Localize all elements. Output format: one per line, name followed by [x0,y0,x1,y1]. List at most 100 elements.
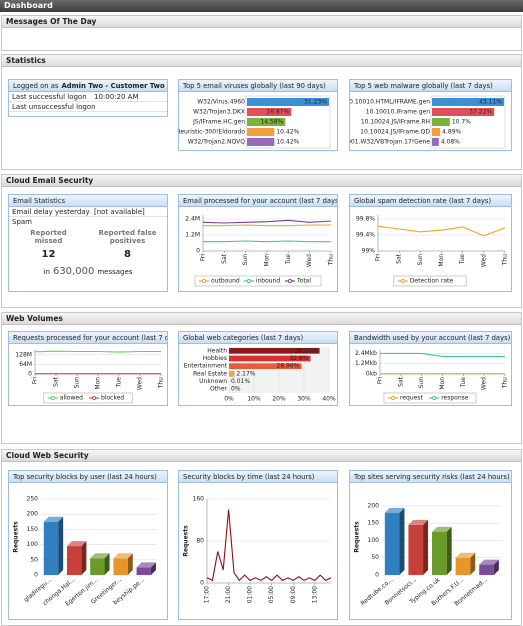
x-tick-label: Fri [32,377,39,384]
bar-label: 10.10010.HTML/IFRAME.gen [350,99,430,106]
y-tick-label: 0kb [366,371,377,378]
bar-side [150,562,156,575]
series-line [206,509,332,582]
chart: 0 64M 128M Fri Sat Sun Mon Tue Wed Thu allowed bloc… [15,350,165,404]
bar-side [81,541,87,575]
y-tick-label: 1.2Mkb [355,360,377,367]
value-label: 16.87% [266,109,289,116]
bar [432,531,447,575]
series-line [202,219,332,224]
bar-label: 10.10024.JS/IFrame.RH [361,119,430,126]
legend-label: Total [296,278,311,285]
series-line [377,225,506,237]
x-tick-label: 10% [247,396,261,403]
chart: 0 80 160 17:00 21:00 01:00 05:00 09:00 13:00 Requ… [183,496,332,603]
bar [229,348,320,354]
y-tick-label: 150 [368,520,380,527]
bar-label: 10.1001.W32/VBTrojan.17!Gene [350,139,430,146]
x-tick-label: 0% [224,396,234,403]
x-tick-label: Fri [375,254,382,261]
y-tick-label: 0 [375,572,379,579]
bar-label: Hobbies [203,355,227,362]
bar-label: W32/Virus.4960 [197,99,245,106]
section-title: Statistics [2,55,521,67]
row-label: Email delay yesterday [12,208,90,216]
spam-column: Reported false positives 8 [97,229,159,260]
y-tick-label: 200 [368,502,380,509]
chart: 050100150200250Requestsgladiregu...chong… [13,496,157,608]
legend-box [393,275,467,287]
spam-columns: Reported missed 12 Reported false positive… [9,229,167,260]
section-title: Cloud Email Security [2,175,521,187]
logon-user: Admin Two - Customer Two [61,82,165,90]
legend-label: outbound [211,278,240,285]
bar-label: W32/Trojan2.NQVQ [188,139,246,146]
chart: 0kb 1.2Mkb 2.4Mkb Fri Sat Sun Mon Tue Wed Thu requ… [355,350,509,404]
spam-label: Reported missed [30,229,67,245]
y-tick-label: 100 [368,537,380,544]
panel: Requests processed for your account (las… [8,331,168,406]
total-prefix: in [43,268,50,276]
x-tick-label: 40% [322,396,336,403]
legend-marker [287,278,293,284]
bar-label: Unknown [199,378,227,385]
bar [247,128,275,136]
panel: Email processed for your account (last 7… [178,194,338,292]
bar-side [104,553,110,575]
section: Web Volumes [1,312,522,444]
panel-title: Logged on as Admin Two - Customer Two [9,80,167,92]
x-tick-label: Tue [459,254,466,266]
bar-top [43,516,64,522]
logon-row: Last successful logon 10:00:20 AM [9,92,167,102]
bar [432,118,450,126]
y-tick-label: 200 [27,511,39,518]
x-tick-label: Mon [264,254,271,267]
panel: Top sites serving security risks (last 2… [349,470,512,620]
x-tick-label: 17:00 [204,586,211,603]
value-label: 10.7% [452,119,471,126]
legend-label: inbound [256,278,281,285]
y-tick-label: 128M [15,351,32,358]
bar-top [455,552,476,558]
y-axis-label: Requests [354,521,361,553]
total-suffix: messages [97,268,133,276]
bar [229,371,235,377]
row-label: Last unsuccessful logon [12,103,96,111]
bar-label: Other [210,386,228,393]
bar-side [423,519,429,575]
series-line [203,224,331,227]
series-line [203,240,331,243]
y-tick-label: 0 [34,572,38,579]
row-value: 10:00:20 AM [94,93,139,101]
panel-title: Top sites serving security risks (last 2… [350,471,511,483]
panel-title: Top 5 email viruses globally (last 90 da… [179,80,337,92]
panel: Top security blocks by user (last 24 hou… [8,470,168,620]
panel: Logged on as Admin Two - Customer Two Last… [8,79,168,117]
chart: 050100150200RequestsRedtube.co...Bonnets… [354,502,500,608]
x-tick-label: Mon [95,377,102,390]
x-tick-label: 20% [272,396,286,403]
y-tick-label: 64M [19,361,32,368]
x-tick-label: Sun [417,254,424,266]
bar [247,108,292,116]
value-label: 2.17% [236,370,255,377]
bar [432,108,495,116]
y-tick-label: 50 [371,554,379,561]
x-tick-label: Tue [460,377,467,389]
bar-side [446,526,452,575]
panel: Global spam detection rate (last 7 days)… [349,194,512,292]
panel: Bandwidth used by your account (last 7 d… [349,331,512,406]
section: Cloud Email Security [1,174,522,308]
legend-marker [201,278,207,284]
y-tick-label: 160 [193,496,205,503]
y-tick-label: 0 [200,580,204,587]
x-tick-label: Sun [74,377,81,389]
x-tick-label: Thu [158,377,165,389]
chart: 99% 99.4% 99.8% Fri Sat Sun Mon Tue Wed Thu Detect… [356,215,509,287]
x-tick-label: Mon [439,377,446,390]
x-tick-label: Tue [285,254,292,266]
x-tick-label: Fri [377,377,384,384]
legend-marker [50,395,55,401]
bar-top [432,526,452,532]
panel: Security blocks by time (last 24 hours) 0… [178,470,338,620]
